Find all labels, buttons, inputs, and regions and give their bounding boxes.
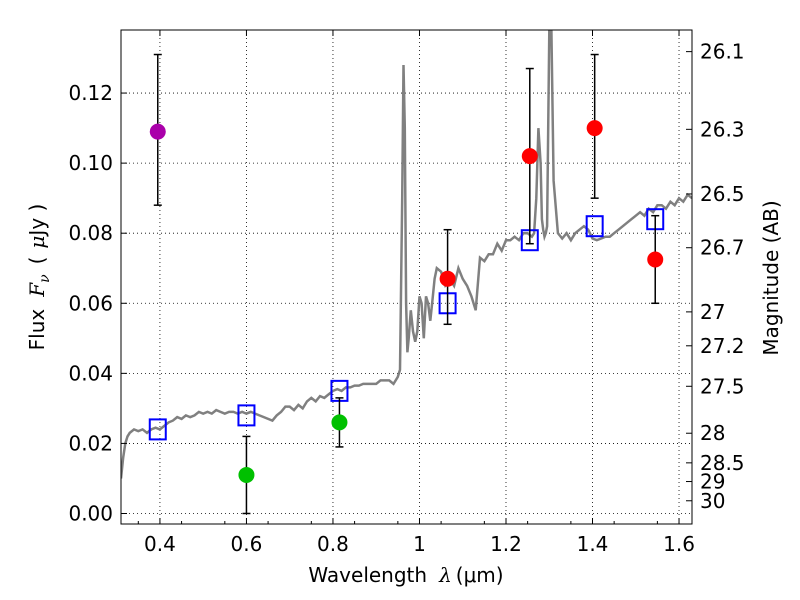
observed-point-marker	[439, 270, 456, 287]
x-tick-label: 0.8	[317, 532, 349, 556]
x-tick-label: 1.4	[577, 532, 609, 556]
y-axis-title: FluxFν(μJy )	[25, 204, 53, 351]
axis-ticks: 0.4 0.6 0.8 1 1.2 1.4 1.6 0.00 0.02 0.04 0.06 0.08 0…	[68, 30, 745, 556]
y2-tick-label: 29	[700, 470, 725, 494]
y-tick-label: 0.10	[68, 151, 113, 175]
observed-point-marker	[521, 148, 538, 165]
y2-tick-label: 30	[700, 489, 725, 513]
x-axis-title: Wavelength λ (μm)	[308, 563, 503, 587]
y-tick-label: 0.00	[68, 501, 113, 525]
y2-tick-label: 28	[700, 421, 725, 445]
x-tick-label: 1.6	[663, 532, 695, 556]
y2-tick-label: 27.5	[700, 374, 745, 398]
y2-tick-label: 27	[700, 300, 725, 324]
y-tick-label: 0.02	[68, 431, 113, 455]
model-square-marker	[585, 215, 604, 238]
y2-tick-label: 27.2	[700, 334, 745, 358]
y-tick-label: 0.06	[68, 291, 113, 315]
y2-axis-title: Magnitude (AB)	[759, 200, 783, 355]
y2-tick-label: 28.5	[700, 451, 745, 475]
x-tick-label: 0.6	[231, 532, 263, 556]
x-tick-label: 1.2	[490, 532, 522, 556]
model-spectrum-line	[121, 30, 692, 479]
data-points	[148, 53, 665, 515]
observed-point-marker	[586, 120, 603, 137]
model-square-marker	[148, 418, 167, 441]
plot-frame	[120, 29, 693, 525]
y-tick-label: 0.12	[68, 81, 113, 105]
observed-point-marker	[647, 251, 664, 268]
x-tick-label: 1	[413, 532, 426, 556]
observed-point-marker	[149, 123, 166, 140]
y-tick-label: 0.08	[68, 221, 113, 245]
y-tick-label: 0.04	[68, 361, 113, 385]
spectrum-layer	[121, 30, 692, 479]
y2-tick-label: 26.1	[700, 40, 745, 64]
x-tick-label: 0.4	[144, 532, 176, 556]
observed-point-marker	[238, 466, 255, 483]
model-square-marker	[237, 404, 256, 427]
y2-tick-label: 26.7	[700, 236, 745, 260]
y2-tick-label: 26.3	[700, 117, 745, 141]
y2-tick-label: 26.5	[700, 182, 745, 206]
observed-point-marker	[331, 414, 348, 431]
